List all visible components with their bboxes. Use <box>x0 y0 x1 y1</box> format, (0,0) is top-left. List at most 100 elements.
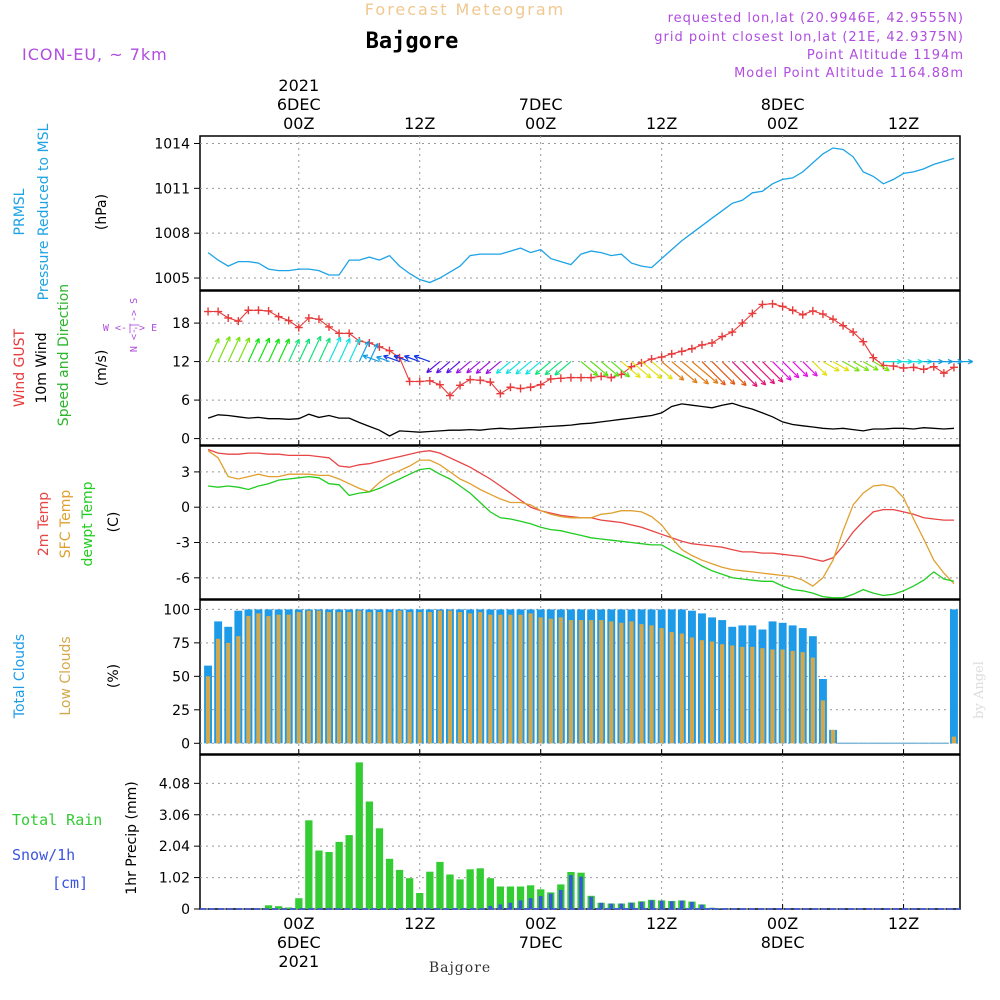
wind-gust-marker <box>456 381 465 390</box>
wind-direction-arrow <box>812 361 828 376</box>
wind-direction-arrowhead <box>729 379 736 385</box>
wind-direction-arrow <box>731 361 758 387</box>
wind-direction-arrow <box>671 361 698 384</box>
low-cloud-bar <box>377 612 382 744</box>
wind-direction-arrow <box>772 361 792 381</box>
rain-bar <box>476 868 484 909</box>
wind-direction-arrowhead <box>793 372 800 379</box>
top-time-label: 00Z <box>283 114 314 133</box>
precipitation-ytick-label: 3.06 <box>159 808 190 824</box>
low-cloud-bar <box>508 614 513 744</box>
wind-direction-arrow <box>505 361 521 375</box>
wind-direction-arrow <box>751 361 775 385</box>
low-cloud-bar <box>740 646 745 744</box>
wind-direction-arrow <box>873 361 890 372</box>
wind-direction-arrow <box>404 355 420 363</box>
wind-direction-arrow <box>475 361 491 374</box>
low-cloud-bar <box>316 610 321 744</box>
low-cloud-bar <box>236 636 241 744</box>
subtitle: Forecast Meteogram <box>365 0 565 19</box>
low-cloud-bar <box>659 628 664 744</box>
low-cloud-bar <box>649 625 654 744</box>
top-time-label: 12Z <box>646 114 677 133</box>
wind-direction-arrow <box>792 361 809 378</box>
wind-direction-arrowhead <box>967 358 973 365</box>
wind-gust-marker <box>788 306 797 315</box>
wind-direction-arrow <box>278 338 290 362</box>
low-cloud-bar <box>367 612 372 744</box>
low-cloud-bar <box>538 617 543 744</box>
wind-direction-arrow <box>426 361 441 373</box>
wind-gust-marker <box>667 349 676 358</box>
low-cloud-bar <box>447 610 453 744</box>
wind-direction-arrowhead <box>245 337 251 343</box>
bottom-time-label: 6DEC <box>277 933 321 952</box>
wind-gust-marker <box>546 374 555 383</box>
wind-gust-marker <box>849 328 858 337</box>
precip-snow-label: Snow/1h <box>12 846 75 864</box>
rain-bar <box>345 835 353 909</box>
wind-gust-marker <box>214 307 223 316</box>
rain-bar <box>466 869 474 909</box>
wind-gust-marker <box>314 315 323 324</box>
snow-bar <box>629 902 634 909</box>
wind-gust-marker <box>556 374 565 383</box>
rain-bar <box>416 893 424 909</box>
wind-direction-arrowhead <box>525 369 531 375</box>
snow-bar <box>589 896 593 909</box>
low-cloud-bar <box>770 649 775 744</box>
wind-panel: 0 6 12 18 <box>172 290 961 448</box>
bottom-time-label: 2021 <box>278 952 319 971</box>
wind-direction-arrow <box>701 361 726 386</box>
pressure-line <box>207 147 955 284</box>
low-cloud-bar <box>619 622 624 744</box>
temp-dew-label: dewpt Temp <box>80 481 96 566</box>
snow-bar <box>579 876 583 909</box>
temp-sfc-label: SFC Temp <box>58 490 74 559</box>
low-cloud-bar <box>205 676 211 744</box>
wind-gust-marker <box>435 380 444 389</box>
rain-bar <box>335 841 343 909</box>
clouds-total-label: Total Clouds <box>12 634 28 719</box>
top-time-label: 6DEC <box>277 95 321 114</box>
snow-bar <box>498 904 503 909</box>
snow-bar <box>639 901 644 909</box>
wind-gust-marker <box>254 306 263 315</box>
wind-gust-marker <box>697 340 706 349</box>
wind-direction-arrowhead <box>393 354 400 360</box>
wind-10m-label: 10m Wind <box>34 332 50 403</box>
wind-direction-arrowhead <box>336 336 342 342</box>
t2m-line <box>207 448 954 562</box>
wind-direction-arrowhead <box>843 366 850 372</box>
wind-direction-arrowhead <box>316 335 322 342</box>
rain-bar <box>295 898 303 909</box>
wind-direction-arrow <box>436 361 451 374</box>
low-cloud-bar <box>639 624 644 744</box>
wind-direction-arrow <box>681 361 709 385</box>
wind-direction-arrowhead <box>294 338 300 345</box>
wind-gust-label: Wind GUST <box>12 328 28 407</box>
wind-direction-arrow <box>600 361 620 377</box>
wind-gust-marker <box>294 323 303 332</box>
wind-gust-marker <box>325 322 334 331</box>
wind-gust-marker <box>889 362 898 371</box>
snow-bar <box>528 898 533 909</box>
snow-bar <box>649 900 654 909</box>
wind-gust-marker <box>818 310 827 319</box>
low-cloud-bar <box>951 736 956 744</box>
wind-gust-line <box>208 303 955 397</box>
wind-direction-arrowhead <box>305 338 310 344</box>
snow-bar <box>518 900 523 909</box>
point-altitude: Point Altitude 1194m <box>807 48 964 63</box>
wind-direction-arrowhead <box>413 354 420 360</box>
wind-gust-marker <box>476 376 485 385</box>
wind-direction-arrow <box>298 338 310 362</box>
wind-direction-arrow <box>338 338 351 362</box>
wind-direction-arrow <box>651 361 673 380</box>
wind-direction-arrowhead <box>554 370 560 376</box>
wind-gust-marker <box>234 317 243 326</box>
snow-bar <box>599 902 603 909</box>
rain-bar <box>285 907 293 909</box>
low-cloud-bar <box>699 640 704 744</box>
